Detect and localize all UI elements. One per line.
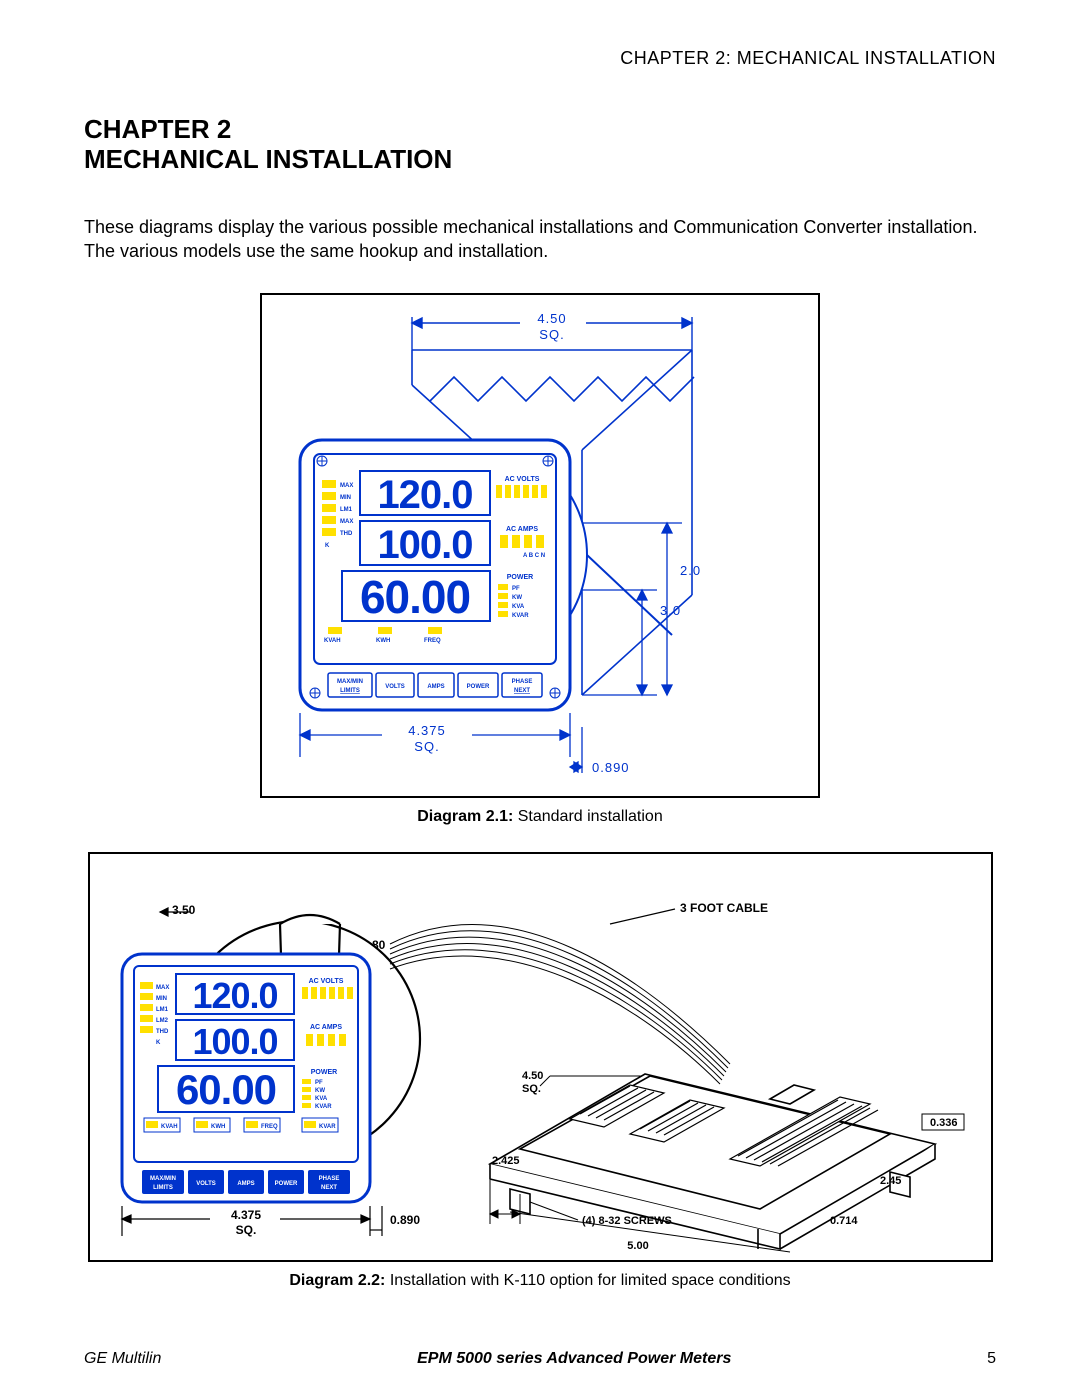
page: CHAPTER 2: MECHANICAL INSTALLATION CHAPT… bbox=[0, 0, 1080, 1398]
svg-text:POWER: POWER bbox=[467, 684, 490, 690]
dim-top-sq: SQ. bbox=[539, 327, 564, 342]
svg-text:120.0: 120.0 bbox=[192, 975, 277, 1016]
figure-2-svg: 3.50 0.80 3 FOOT CABLE bbox=[90, 854, 995, 1264]
svg-text:KWH: KWH bbox=[211, 1124, 225, 1130]
svg-text:PF: PF bbox=[315, 1080, 323, 1086]
svg-text:PHASE: PHASE bbox=[512, 679, 533, 685]
dim2-4375: 4.375 bbox=[230, 1208, 260, 1222]
svg-text:MIN: MIN bbox=[156, 996, 167, 1002]
converter-board-icon bbox=[490, 1074, 935, 1249]
svg-text:AC AMPS: AC AMPS bbox=[309, 1024, 341, 1031]
page-header: CHAPTER 2: MECHANICAL INSTALLATION bbox=[84, 48, 996, 69]
meter-face: MAX MIN LM1 MAX THD K 120.0 AC VOLTS 100… bbox=[300, 440, 570, 710]
svg-text:POWER: POWER bbox=[507, 574, 533, 581]
footer-page-number: 5 bbox=[987, 1350, 996, 1368]
svg-text:AMPS: AMPS bbox=[427, 684, 444, 690]
svg-text:K: K bbox=[156, 1040, 161, 1046]
svg-text:KVA: KVA bbox=[512, 604, 525, 610]
svg-text:LM1: LM1 bbox=[340, 507, 353, 513]
dim-30: 3.0 bbox=[660, 603, 681, 618]
svg-text:NEXT: NEXT bbox=[320, 1185, 336, 1191]
svg-text:AMPS: AMPS bbox=[237, 1181, 254, 1187]
svg-text:KW: KW bbox=[315, 1088, 325, 1094]
svg-text:MAX: MAX bbox=[340, 519, 353, 525]
svg-text:KWH: KWH bbox=[376, 638, 390, 644]
svg-text:AC AMPS: AC AMPS bbox=[506, 526, 538, 533]
meter2-face: MAX MIN LM1 LM2 THD K 120.0 AC VOLTS 100… bbox=[122, 954, 370, 1202]
dim-450: 4.50 bbox=[522, 1070, 543, 1082]
dim2-4375b: SQ. bbox=[235, 1223, 256, 1237]
svg-text:LM1: LM1 bbox=[156, 1007, 169, 1013]
svg-text:120.0: 120.0 bbox=[377, 473, 472, 517]
svg-text:AC VOLTS: AC VOLTS bbox=[505, 476, 540, 483]
svg-text:MAX: MAX bbox=[340, 483, 353, 489]
figure-1-svg: 4.50 SQ. bbox=[262, 295, 822, 800]
dim-245: 2.45 bbox=[880, 1175, 901, 1187]
svg-text:MAX/MIN: MAX/MIN bbox=[337, 679, 363, 685]
svg-text:AC VOLTS: AC VOLTS bbox=[308, 978, 343, 985]
svg-text:60.00: 60.00 bbox=[175, 1066, 275, 1113]
label-screws: (4) 8-32 SCREWS bbox=[582, 1215, 672, 1227]
dim-4375-sq: SQ. bbox=[414, 739, 439, 754]
chapter-number: CHAPTER 2 bbox=[84, 115, 996, 145]
svg-text:KVAR: KVAR bbox=[315, 1104, 332, 1110]
svg-text:POWER: POWER bbox=[274, 1181, 297, 1187]
dim-0336: 0.336 bbox=[930, 1117, 958, 1129]
dim2-0890: 0.890 bbox=[390, 1213, 420, 1227]
svg-text:LIMITS: LIMITS bbox=[340, 688, 360, 694]
dim-4375: 4.375 bbox=[408, 723, 446, 738]
svg-text:LM2: LM2 bbox=[156, 1018, 169, 1024]
svg-text:THD: THD bbox=[156, 1029, 169, 1035]
svg-text:VOLTS: VOLTS bbox=[196, 1181, 216, 1187]
dim-top: 4.50 bbox=[537, 311, 566, 326]
chapter-title: CHAPTER 2 MECHANICAL INSTALLATION bbox=[84, 115, 996, 175]
svg-text:KVAH: KVAH bbox=[161, 1124, 178, 1130]
svg-text:FREQ: FREQ bbox=[261, 1124, 278, 1130]
page-footer: GE Multilin EPM 5000 series Advanced Pow… bbox=[84, 1350, 996, 1368]
dim-500: 5.00 bbox=[627, 1240, 648, 1252]
svg-text:KVAR: KVAR bbox=[319, 1124, 336, 1130]
dim-0890: 0.890 bbox=[592, 760, 630, 775]
svg-text:VOLTS: VOLTS bbox=[385, 684, 405, 690]
figure-1-frame: 4.50 SQ. bbox=[260, 293, 820, 798]
svg-text:KW: KW bbox=[512, 595, 522, 601]
svg-text:60.00: 60.00 bbox=[360, 571, 470, 623]
figure-2-frame: 3.50 0.80 3 FOOT CABLE bbox=[88, 852, 993, 1262]
svg-text:KVAR: KVAR bbox=[512, 613, 529, 619]
svg-text:100.0: 100.0 bbox=[377, 523, 472, 567]
dim-2425: 2.425 bbox=[492, 1155, 520, 1167]
cable-icon bbox=[390, 925, 730, 1084]
dim-0714: 0.714 bbox=[830, 1215, 858, 1227]
footer-left: GE Multilin bbox=[84, 1350, 161, 1368]
dim-350: 3.50 bbox=[172, 903, 196, 917]
svg-text:MIN: MIN bbox=[340, 495, 351, 501]
svg-text:KVA: KVA bbox=[315, 1096, 328, 1102]
svg-text:PF: PF bbox=[512, 586, 520, 592]
svg-text:100.0: 100.0 bbox=[192, 1021, 277, 1062]
figure-2-caption: Diagram 2.2: Installation with K-110 opt… bbox=[84, 1272, 996, 1290]
dim-20: 2.0 bbox=[680, 563, 701, 578]
figure-1-caption: Diagram 2.1: Standard installation bbox=[84, 808, 996, 826]
svg-text:K: K bbox=[325, 543, 330, 549]
svg-text:PHASE: PHASE bbox=[318, 1176, 339, 1182]
svg-text:LIMITS: LIMITS bbox=[153, 1185, 173, 1191]
svg-text:NEXT: NEXT bbox=[514, 688, 530, 694]
chapter-name: MECHANICAL INSTALLATION bbox=[84, 145, 996, 175]
svg-text:THD: THD bbox=[340, 531, 353, 537]
dim-450b: SQ. bbox=[522, 1083, 541, 1095]
svg-text:MAX: MAX bbox=[156, 985, 169, 991]
footer-mid: EPM 5000 series Advanced Power Meters bbox=[417, 1350, 731, 1368]
svg-text:POWER: POWER bbox=[310, 1069, 336, 1076]
svg-text:MAX/MIN: MAX/MIN bbox=[150, 1176, 176, 1182]
svg-text:FREQ: FREQ bbox=[424, 638, 441, 644]
svg-text:KVAH: KVAH bbox=[324, 638, 341, 644]
svg-text:A B C N: A B C N bbox=[523, 553, 545, 559]
intro-paragraph: These diagrams display the various possi… bbox=[84, 215, 996, 264]
label-cable: 3 FOOT CABLE bbox=[680, 901, 768, 915]
